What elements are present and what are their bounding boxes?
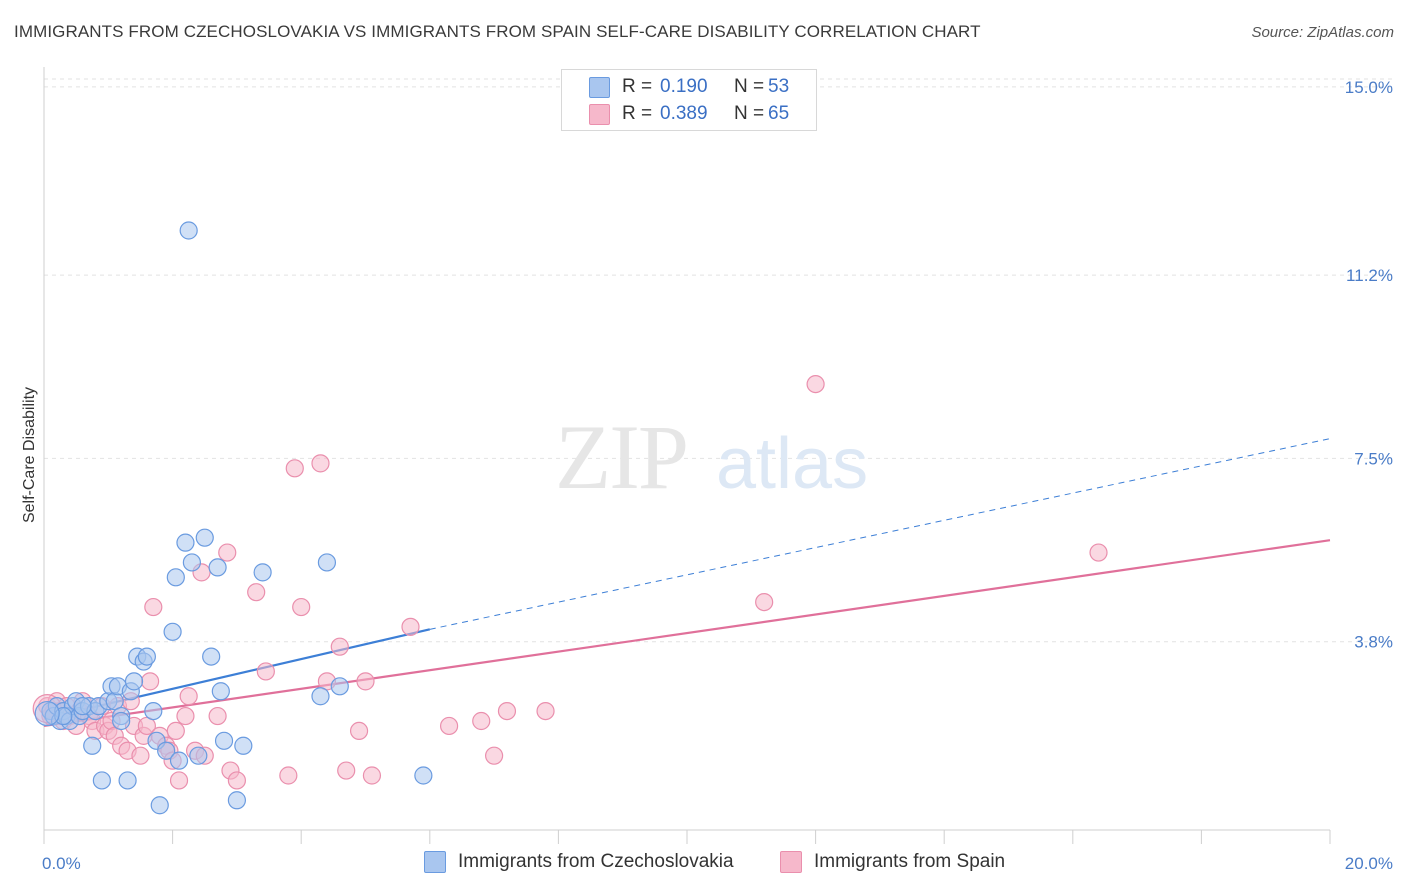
data-point-spain xyxy=(401,617,420,636)
legend-swatch-blue xyxy=(424,851,446,873)
data-point-spain xyxy=(439,716,459,736)
x-tick-label-min: 0.0% xyxy=(42,854,81,873)
data-point-czechoslovakia xyxy=(234,736,253,755)
data-point-czechoslovakia xyxy=(112,711,131,731)
legend-swatch-pink xyxy=(589,103,610,125)
data-point-spain xyxy=(755,592,774,612)
data-point-czechoslovakia xyxy=(176,533,195,552)
data-point-spain xyxy=(144,597,163,617)
legend-n-value: 65 xyxy=(768,103,790,124)
watermark: ZIP atlas xyxy=(555,406,868,508)
data-point-czechoslovakia xyxy=(124,672,144,691)
data-point-czechoslovakia xyxy=(166,568,185,587)
data-point-czechoslovakia xyxy=(157,741,176,760)
data-point-spain xyxy=(279,766,298,785)
data-point-czechoslovakia xyxy=(317,553,337,572)
watermark-zip: ZIP xyxy=(555,406,687,508)
legend-row-spain: R = 0.389 N = 65 xyxy=(562,101,789,127)
series-czechoslovakia-points xyxy=(34,221,433,815)
data-point-czechoslovakia xyxy=(150,796,169,815)
y-tick-label: 15.0% xyxy=(1345,78,1393,97)
legend-item-czechoslovakia[interactable]: Immigrants from Czechoslovakia xyxy=(424,851,734,873)
x-tick-label-max: 20.0% xyxy=(1345,854,1393,873)
data-point-czechoslovakia xyxy=(137,647,156,666)
data-point-spain xyxy=(131,746,150,765)
data-point-czechoslovakia xyxy=(214,731,234,750)
stats-legend: R = 0.190 N = 53 R = 0.389 N = 65 xyxy=(561,69,817,131)
data-point-spain xyxy=(140,672,160,691)
data-point-spain xyxy=(292,597,311,617)
source-label: Source: ZipAtlas.com xyxy=(1251,24,1394,41)
trendline-spain xyxy=(43,539,1331,728)
data-point-spain xyxy=(227,771,246,790)
data-point-spain xyxy=(179,687,198,706)
y-tick-label: 3.8% xyxy=(1354,633,1393,652)
legend-n-label: N = xyxy=(734,76,765,97)
y-tick-labels: 3.8% 7.5% 11.2% 15.0% xyxy=(1345,78,1393,652)
data-point-spain xyxy=(485,746,504,765)
chart-title: IMMIGRANTS FROM CZECHOSLOVAKIA VS IMMIGR… xyxy=(14,22,981,41)
axes xyxy=(43,67,1330,831)
x-ticks xyxy=(43,830,1331,844)
data-point-spain xyxy=(497,701,517,721)
data-point-czechoslovakia xyxy=(253,563,272,582)
data-point-czechoslovakia xyxy=(311,687,330,706)
y-axis-label: Self-Care Disability xyxy=(21,387,38,523)
gridlines xyxy=(44,78,1393,643)
data-point-czechoslovakia xyxy=(227,791,246,810)
data-point-czechoslovakia xyxy=(189,746,208,765)
data-point-spain xyxy=(169,771,189,790)
data-point-spain xyxy=(311,454,330,473)
legend-row-czechoslovakia: R = 0.190 N = 53 xyxy=(562,74,789,100)
data-point-czechoslovakia xyxy=(195,528,214,547)
data-point-spain xyxy=(285,459,304,478)
data-point-czechoslovakia xyxy=(163,622,182,641)
watermark-atlas: atlas xyxy=(716,424,868,504)
data-point-spain xyxy=(247,583,266,602)
data-point-czechoslovakia xyxy=(179,221,198,240)
legend-r-value: 0.190 xyxy=(660,76,708,97)
data-point-czechoslovakia xyxy=(182,553,201,572)
data-point-czechoslovakia xyxy=(414,766,433,785)
data-point-spain xyxy=(356,672,375,691)
data-point-spain xyxy=(176,706,195,726)
data-point-spain xyxy=(256,662,275,681)
data-point-czechoslovakia xyxy=(92,771,111,790)
data-point-czechoslovakia-cluster xyxy=(34,700,60,727)
data-point-czechoslovakia xyxy=(118,771,137,790)
legend-r-label: R = xyxy=(622,103,653,124)
legend-n-label: N = xyxy=(734,103,765,124)
legend-n-value: 53 xyxy=(768,76,790,97)
data-point-czechoslovakia xyxy=(83,736,102,755)
legend-swatch-blue xyxy=(589,76,610,98)
data-point-spain xyxy=(166,721,185,741)
y-tick-label: 7.5% xyxy=(1354,449,1393,468)
trendlines xyxy=(43,438,1331,728)
data-point-spain xyxy=(337,761,356,780)
data-point-czechoslovakia xyxy=(330,677,349,696)
data-point-czechoslovakia xyxy=(144,701,163,721)
data-point-spain xyxy=(1089,543,1108,562)
legend-r-label: R = xyxy=(622,76,653,97)
data-point-czechoslovakia xyxy=(208,558,227,577)
y-tick-label: 11.2% xyxy=(1346,266,1393,285)
legend-item-spain[interactable]: Immigrants from Spain xyxy=(780,851,1005,873)
data-point-spain xyxy=(218,543,237,562)
legend-r-value: 0.389 xyxy=(660,103,708,124)
data-point-spain xyxy=(536,701,555,721)
data-point-spain xyxy=(472,711,491,731)
data-point-spain xyxy=(806,374,825,394)
data-point-spain xyxy=(349,721,369,741)
data-point-czechoslovakia xyxy=(211,682,230,701)
legend-label-spain: Immigrants from Spain xyxy=(814,851,1006,872)
data-point-czechoslovakia xyxy=(73,697,92,716)
legend-swatch-pink xyxy=(780,851,802,873)
legend-label-czechoslovakia: Immigrants from Czechoslovakia xyxy=(458,851,734,872)
data-point-spain xyxy=(330,637,349,656)
data-point-spain xyxy=(362,766,382,785)
data-point-czechoslovakia xyxy=(202,647,221,666)
data-point-czechoslovakia xyxy=(169,751,189,770)
data-point-spain xyxy=(208,706,227,726)
